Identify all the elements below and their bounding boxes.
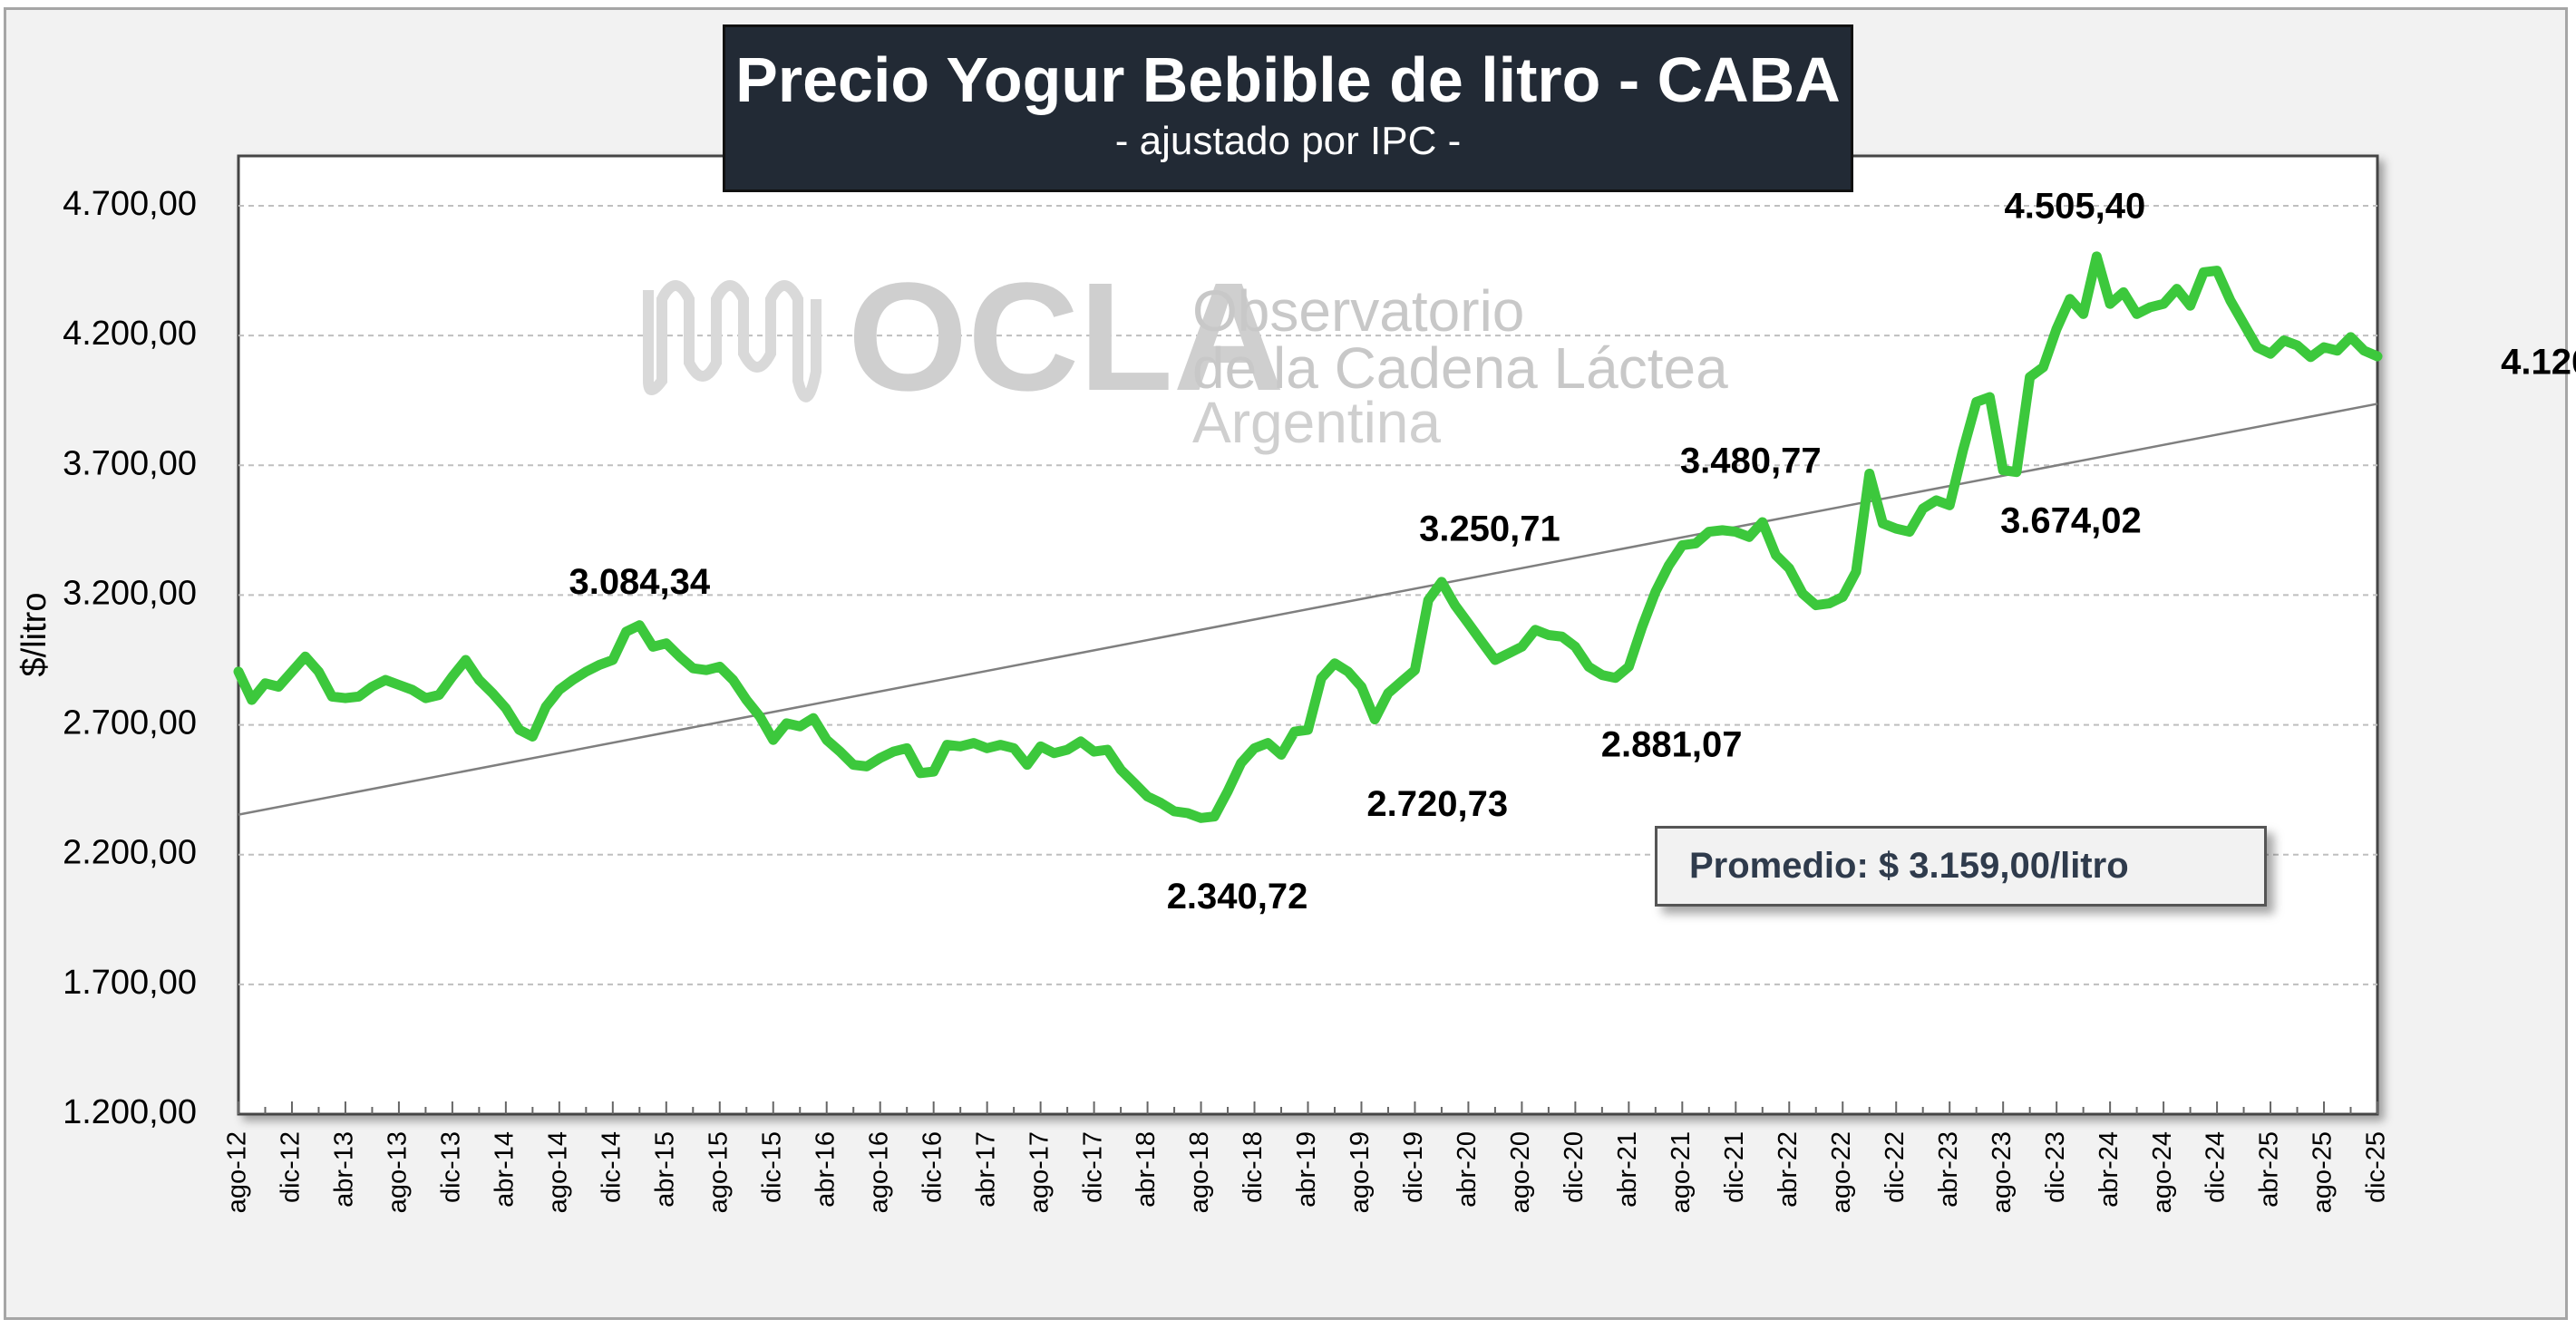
x-tick-label: ago-20 <box>1506 1131 1535 1213</box>
data-label: 2.340,72 <box>1167 877 1308 917</box>
x-tick-label: ago-23 <box>1988 1131 2017 1213</box>
data-label: 4.505,40 <box>2005 186 2146 226</box>
x-tick-label: ago-16 <box>864 1131 893 1213</box>
y-tick-label: 3.700,00 <box>63 444 197 482</box>
x-tick-label: ago-19 <box>1346 1131 1375 1213</box>
x-tick-label: dic-21 <box>1720 1131 1749 1203</box>
plot-area <box>237 154 2379 1116</box>
x-tick-label: dic-16 <box>918 1131 947 1203</box>
x-tick-label: abr-17 <box>971 1131 1000 1208</box>
data-label: 2.720,73 <box>1366 784 1508 824</box>
x-tick-label: dic-22 <box>1881 1131 1910 1203</box>
x-tick-label: dic-25 <box>2362 1131 2391 1203</box>
x-tick-label: abr-25 <box>2255 1131 2284 1208</box>
x-tick-label: abr-23 <box>1934 1131 1963 1208</box>
x-tick-label: abr-20 <box>1453 1131 1482 1208</box>
x-tick-label: ago-12 <box>223 1131 252 1213</box>
y-tick-label: 1.200,00 <box>63 1093 197 1131</box>
x-tick-label: ago-21 <box>1667 1131 1696 1213</box>
data-label: 2.881,07 <box>1601 724 1743 764</box>
chart-title: Precio Yogur Bebible de litro - CABA <box>735 44 1841 115</box>
x-tick-label: ago-14 <box>544 1131 573 1213</box>
x-tick-label: ago-18 <box>1185 1131 1214 1213</box>
watermark-line1: Observatorio <box>1192 278 1524 344</box>
x-tick-label: ago-25 <box>2309 1131 2338 1213</box>
watermark-line3: Argentina <box>1192 390 1441 455</box>
y-tick-label: 4.700,00 <box>63 185 197 223</box>
y-tick-label: 1.700,00 <box>63 964 197 1002</box>
data-label: 3.250,71 <box>1419 509 1560 548</box>
title-box: Precio Yogur Bebible de litro - CABA - a… <box>723 24 1853 192</box>
x-tick-label: ago-24 <box>2148 1131 2177 1213</box>
x-tick-label: abr-14 <box>491 1131 520 1208</box>
y-axis-title: $/litro <box>15 593 53 677</box>
x-tick-label: dic-13 <box>437 1131 466 1203</box>
x-tick-label: abr-13 <box>330 1131 359 1208</box>
watermark-line2: de la Cadena Láctea <box>1192 335 1728 401</box>
data-label: 3.674,02 <box>2000 500 2142 540</box>
y-tick-label: 2.200,00 <box>63 834 197 872</box>
y-tick-label: 2.700,00 <box>63 704 197 742</box>
price-series-line <box>233 251 2383 823</box>
x-tick-label: dic-23 <box>2041 1131 2070 1203</box>
x-tick-label: abr-21 <box>1613 1131 1642 1208</box>
data-label: 3.480,77 <box>1680 441 1822 481</box>
x-tick-label: dic-15 <box>757 1131 786 1203</box>
x-tick-label: ago-13 <box>384 1131 413 1213</box>
x-tick-label: dic-17 <box>1078 1131 1107 1203</box>
ocla-watermark: OCLA Observatorio de la Cadena Láctea Ar… <box>643 251 1728 455</box>
x-tick-label: ago-22 <box>1827 1131 1856 1213</box>
x-tick-label: abr-15 <box>650 1131 679 1208</box>
x-tick-label: abr-18 <box>1132 1131 1161 1208</box>
watermark-logo-text: OCLA <box>848 251 1285 423</box>
x-tick-label: dic-14 <box>597 1131 626 1203</box>
data-label: 3.084,34 <box>569 562 710 602</box>
x-tick-label: dic-20 <box>1560 1131 1589 1203</box>
average-annotation: Promedio: $ 3.159,00/litro <box>1655 826 2267 907</box>
x-tick-label: dic-24 <box>2202 1131 2231 1203</box>
x-tick-label: ago-15 <box>704 1131 733 1213</box>
x-tick-label: dic-12 <box>277 1131 306 1203</box>
x-tick-label: dic-18 <box>1239 1131 1268 1203</box>
ocla-logo-waves-icon <box>643 280 821 403</box>
x-tick-label: abr-16 <box>811 1131 840 1208</box>
data-label: 4.120,24 <box>2501 343 2576 383</box>
x-tick-label: dic-19 <box>1399 1131 1428 1203</box>
chart-subtitle: - ajustado por IPC - <box>1114 119 1462 163</box>
x-tick-label: abr-22 <box>1774 1131 1803 1208</box>
x-tick-label: abr-24 <box>2095 1131 2124 1208</box>
y-tick-label: 4.200,00 <box>63 315 197 353</box>
x-tick-label: abr-19 <box>1292 1131 1321 1208</box>
x-tick-label: ago-17 <box>1025 1131 1054 1213</box>
y-tick-label: 3.200,00 <box>63 574 197 612</box>
